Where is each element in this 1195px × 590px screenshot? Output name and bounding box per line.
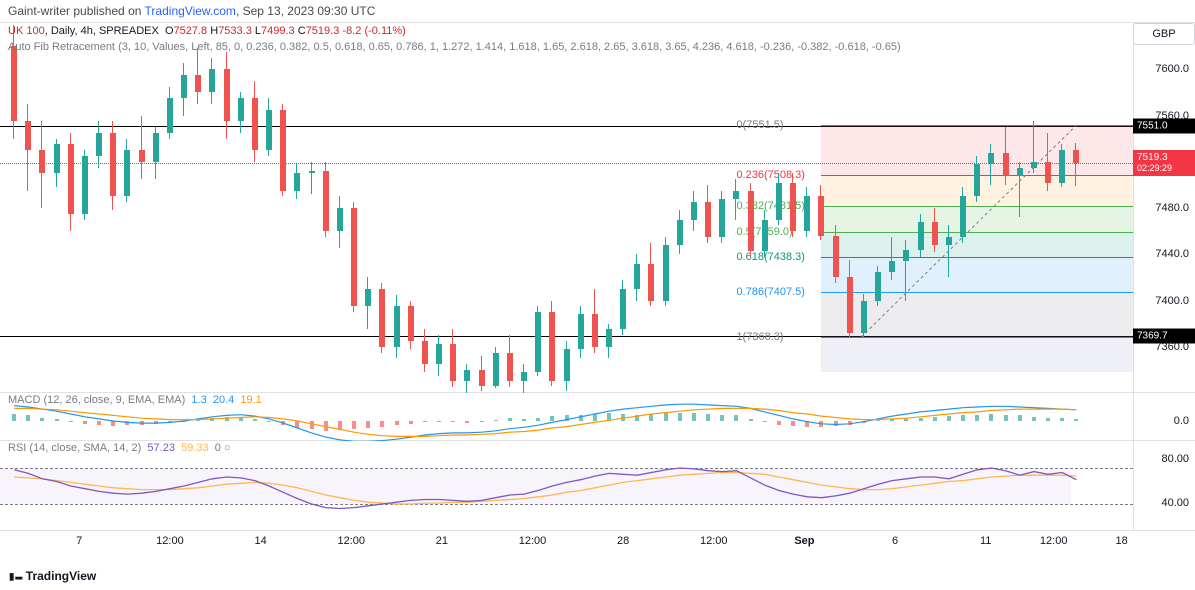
indicator-info-row: Auto Fib Retracement (3, 10, Values, Lef… xyxy=(8,41,901,53)
fib-line xyxy=(821,257,1133,258)
fib-zone xyxy=(821,232,1133,256)
price-tick: 7440.0 xyxy=(1155,248,1189,260)
time-tick: 12:00 xyxy=(519,535,547,547)
fib-zone xyxy=(821,292,1133,337)
time-tick: 12:00 xyxy=(337,535,365,547)
time-tick: 12:00 xyxy=(1040,535,1068,547)
price-tick: 7480.0 xyxy=(1155,202,1189,214)
time-tick: 11 xyxy=(980,535,991,547)
site-link[interactable]: TradingView.com xyxy=(145,4,236,18)
fib-zone xyxy=(821,337,1133,372)
fib-label: 0.618(7438.3) xyxy=(736,251,805,263)
tradingview-logo: ▮▬ TradingView xyxy=(8,569,96,584)
chart-container: GBP UK 100, Daily, 4h, SPREADEX O7527.8 … xyxy=(0,23,1195,590)
currency-badge: GBP xyxy=(1133,23,1195,45)
fib-label: 1(7368.3) xyxy=(736,331,783,343)
fib-line xyxy=(821,206,1133,207)
author: Gaint-writer xyxy=(8,4,70,18)
time-tick: 18 xyxy=(1116,535,1128,547)
publish-datetime: Sep 13, 2023 09:30 UTC xyxy=(243,4,376,18)
time-tick: 12:00 xyxy=(156,535,184,547)
main-price-panel[interactable]: GBP UK 100, Daily, 4h, SPREADEX O7527.8 … xyxy=(0,23,1195,393)
price-label: 7519.302:29:29 xyxy=(1133,150,1195,176)
fib-line xyxy=(821,337,1133,338)
time-axis: 7 12:00 14 12:00 21 12:00 28 12:00 Sep 6 11 12:00 18 xyxy=(0,531,1195,559)
macd-label: MACD (12, 26, close, 9, EMA, EMA) 1.3 20… xyxy=(8,394,262,406)
macd-panel[interactable]: MACD (12, 26, close, 9, EMA, EMA) 1.3 20… xyxy=(0,393,1195,441)
fib-label: 0(7551.5) xyxy=(736,119,783,131)
fib-label: 0.786(7407.5) xyxy=(736,286,805,298)
price-axis[interactable]: 7600.07560.07480.07440.07400.07360.07551… xyxy=(1133,23,1195,392)
price-label: 7369.7 xyxy=(1133,328,1195,343)
time-tick: 6 xyxy=(892,535,898,547)
fib-zone xyxy=(821,206,1133,232)
time-tick: 28 xyxy=(617,535,629,547)
price-label: 7551.0 xyxy=(1133,118,1195,133)
time-tick: Sep xyxy=(794,535,814,547)
fib-line xyxy=(821,125,1133,126)
time-tick: 7 xyxy=(76,535,82,547)
chart-header: Gaint-writer published on TradingView.co… xyxy=(0,0,1195,23)
time-tick: 12:00 xyxy=(700,535,728,547)
rsi-axis: 80.00 40.00 xyxy=(1133,441,1195,530)
symbol-info-row: UK 100, Daily, 4h, SPREADEX O7527.8 H753… xyxy=(8,25,406,37)
rsi-panel[interactable]: RSI (14, close, SMA, 14, 2) 57.23 59.33 … xyxy=(0,441,1195,531)
fib-line xyxy=(821,232,1133,233)
fib-line xyxy=(821,292,1133,293)
price-tick: 7400.0 xyxy=(1155,295,1189,307)
macd-axis: 0.0 xyxy=(1133,393,1195,440)
fib-zone xyxy=(821,257,1133,293)
price-tick: 7600.0 xyxy=(1155,63,1189,75)
time-tick: 21 xyxy=(436,535,448,547)
time-tick: 14 xyxy=(254,535,266,547)
main-plot-area[interactable]: 0(7551.5)0.236(7508.3)0.382(7481.5)0.5(7… xyxy=(0,23,1133,392)
fib-label: 0.236(7508.3) xyxy=(736,169,805,181)
rsi-label: RSI (14, close, SMA, 14, 2) 57.23 59.33 … xyxy=(8,442,231,454)
rsi-plot-area xyxy=(0,441,1133,530)
